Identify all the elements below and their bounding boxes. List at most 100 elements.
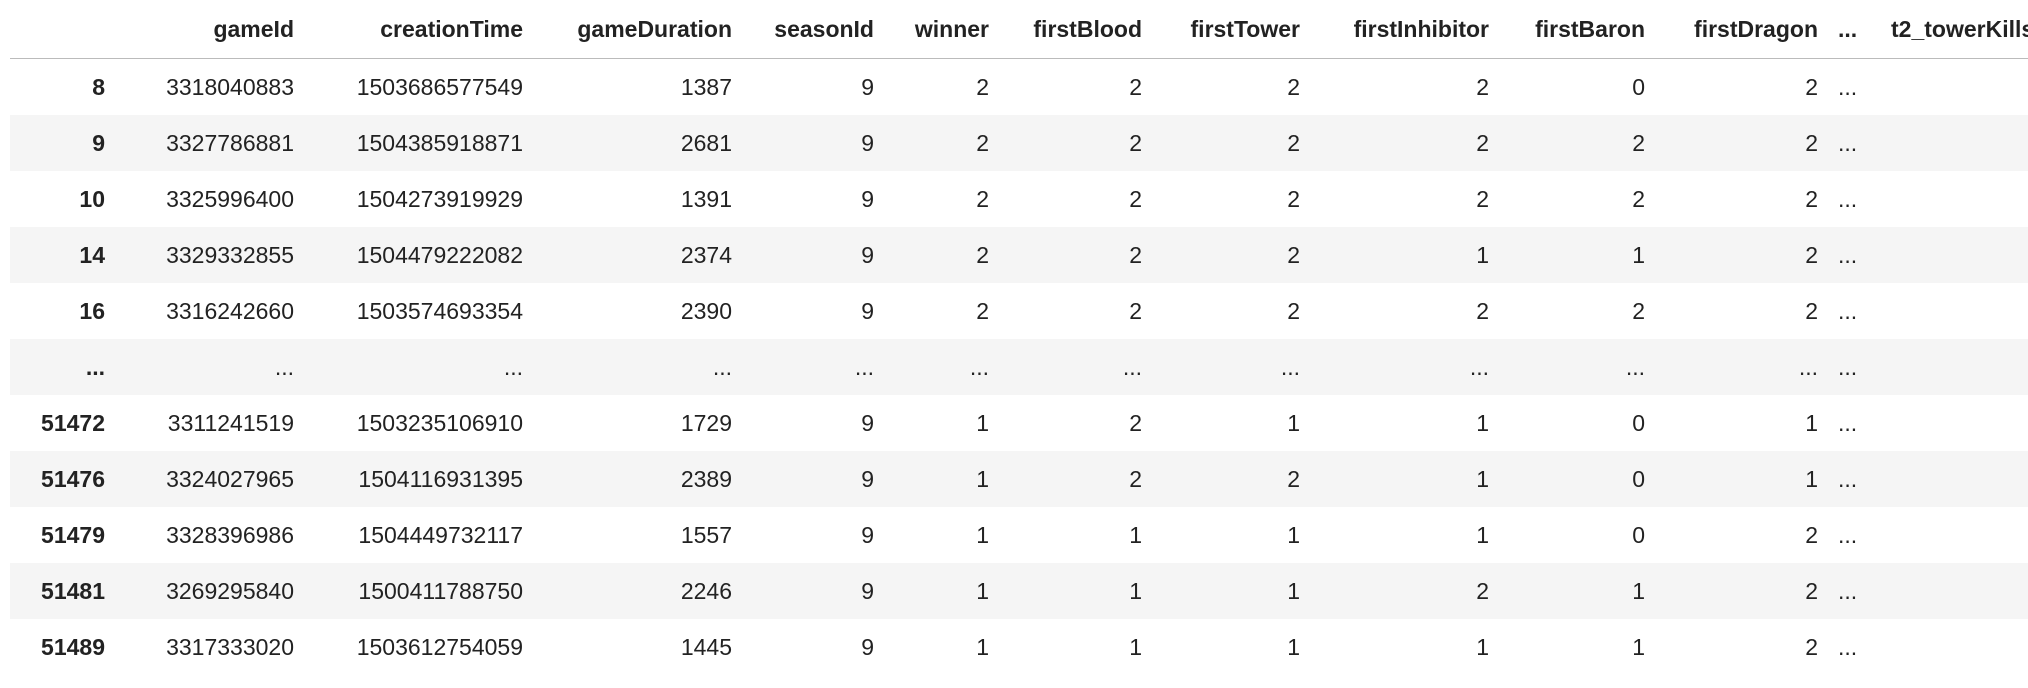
column-header: t2_towerKills bbox=[1885, 0, 2028, 59]
table-cell: 2 bbox=[1287, 73, 1300, 100]
row-index: 51479 bbox=[41, 521, 105, 548]
table-cell: 2 bbox=[1476, 73, 1489, 100]
table-row: 51479 3328396986 1504449732117 1557 9 1 1 1 1 0 2.… bbox=[10, 507, 2028, 563]
table-cell: ... bbox=[1838, 185, 1858, 212]
table-cell: 9 bbox=[861, 129, 874, 156]
table-cell: 2 bbox=[1129, 73, 1142, 100]
table-cell: ... bbox=[1838, 241, 1858, 268]
table-cell: 2 bbox=[1805, 297, 1818, 324]
table-cell-cut bbox=[1885, 563, 2028, 619]
table-cell: 1503686577549 bbox=[356, 73, 523, 100]
table-cell: 3328396986 bbox=[166, 521, 294, 548]
table-cell-cut bbox=[1885, 395, 2028, 451]
table-cell: 2 bbox=[1805, 241, 1818, 268]
table-row: 51476 3324027965 1504116931395 2389 9 1 2 2 1 0 1.… bbox=[10, 451, 2028, 507]
table-cell: 2 bbox=[1129, 297, 1142, 324]
table-cell: ... bbox=[1838, 633, 1858, 660]
table-cell: 1504449732117 bbox=[358, 521, 523, 548]
column-header: gameId bbox=[119, 0, 308, 59]
row-index: 51472 bbox=[41, 409, 105, 436]
table-cell: 2 bbox=[1129, 185, 1142, 212]
table-cell: ... bbox=[503, 353, 523, 380]
table-cell: ... bbox=[712, 353, 732, 380]
table-cell: 9 bbox=[861, 633, 874, 660]
table-cell: ... bbox=[1838, 521, 1858, 548]
table-cell-cut bbox=[1885, 507, 2028, 563]
table-body: 8 3318040883 1503686577549 1387 9 2 2 2 2 0 2... 9 3… bbox=[10, 59, 2028, 676]
column-header: gameDuration bbox=[537, 0, 746, 59]
dataframe-table: gameId creationTime gameDuration seasonId wi… bbox=[10, 0, 2028, 675]
table-cell: 1557 bbox=[680, 521, 732, 548]
table-cell: 9 bbox=[861, 577, 874, 604]
table-cell: 1445 bbox=[680, 633, 732, 660]
table-cell: 1504273919929 bbox=[356, 185, 523, 212]
table-cell: 2 bbox=[1632, 297, 1645, 324]
table-cell: 9 bbox=[861, 521, 874, 548]
table-cell: 2 bbox=[1287, 241, 1300, 268]
row-index: 10 bbox=[79, 185, 105, 212]
table-cell: 2 bbox=[1476, 185, 1489, 212]
table-cell: 2 bbox=[976, 73, 989, 100]
table-cell: 9 bbox=[861, 409, 874, 436]
column-header: firstInhibitor bbox=[1314, 0, 1503, 59]
table-cell-cut bbox=[1885, 171, 2028, 227]
table-cell: 3329332855 bbox=[166, 241, 294, 268]
row-index: 51489 bbox=[41, 633, 105, 660]
table-cell: 2 bbox=[1805, 73, 1818, 100]
table-cell: 1 bbox=[1129, 521, 1142, 548]
table-header: gameId creationTime gameDuration seasonId wi… bbox=[10, 0, 2028, 59]
column-header: winner bbox=[888, 0, 1003, 59]
table-cell: 2 bbox=[1476, 297, 1489, 324]
table-cell: ... bbox=[1838, 297, 1858, 324]
table-cell: 2 bbox=[1287, 129, 1300, 156]
table-cell: 1 bbox=[976, 633, 989, 660]
column-header: seasonId bbox=[746, 0, 888, 59]
table-cell: 1 bbox=[1476, 465, 1489, 492]
table-cell: 2681 bbox=[680, 129, 732, 156]
table-cell-cut bbox=[1885, 339, 2028, 395]
table-cell: 1503574693354 bbox=[356, 297, 523, 324]
table-cell: 2390 bbox=[680, 297, 732, 324]
table-cell: 2 bbox=[1632, 129, 1645, 156]
table-cell: 2246 bbox=[680, 577, 732, 604]
table-cell: 3327786881 bbox=[166, 129, 294, 156]
column-header: firstTower bbox=[1156, 0, 1314, 59]
table-cell-cut bbox=[1885, 451, 2028, 507]
table-cell: 1504385918871 bbox=[356, 129, 523, 156]
table-cell: 2 bbox=[1805, 521, 1818, 548]
table-row: 14 3329332855 1504479222082 2374 9 2 2 2 1 1 2... bbox=[10, 227, 2028, 283]
table-cell: 9 bbox=[861, 241, 874, 268]
header-row: gameId creationTime gameDuration seasonId wi… bbox=[10, 0, 2028, 59]
table-cell: 2389 bbox=[680, 465, 732, 492]
table-cell: 2 bbox=[1129, 409, 1142, 436]
table-cell: 1 bbox=[1476, 409, 1489, 436]
table-cell: 2 bbox=[1632, 185, 1645, 212]
table-cell: ... bbox=[274, 353, 294, 380]
table-cell: 2 bbox=[1805, 185, 1818, 212]
table-cell: 3269295840 bbox=[166, 577, 294, 604]
table-cell: 2 bbox=[1287, 465, 1300, 492]
row-index: 9 bbox=[92, 129, 105, 156]
table-cell: ... bbox=[1122, 353, 1142, 380]
table-cell-cut bbox=[1885, 227, 2028, 283]
table-cell: 1503612754059 bbox=[356, 633, 523, 660]
dataframe-output: gameId creationTime gameDuration seasonId wi… bbox=[10, 0, 2028, 675]
table-cell: 2 bbox=[976, 129, 989, 156]
table-cell: 2 bbox=[1805, 129, 1818, 156]
table-cell: ... bbox=[1838, 129, 1858, 156]
table-cell: 3317333020 bbox=[166, 633, 294, 660]
table-row: .................................... bbox=[10, 339, 2028, 395]
column-header: firstDragon bbox=[1659, 0, 1832, 59]
table-cell: 1 bbox=[1632, 633, 1645, 660]
table-row: 16 3316242660 1503574693354 2390 9 2 2 2 2 2 2... bbox=[10, 283, 2028, 339]
table-cell: 2 bbox=[1476, 577, 1489, 604]
table-cell: 2 bbox=[1129, 129, 1142, 156]
table-cell: 2 bbox=[1287, 185, 1300, 212]
table-cell: ... bbox=[1838, 409, 1858, 436]
table-cell-cut bbox=[1885, 283, 2028, 339]
table-cell: ... bbox=[1625, 353, 1645, 380]
table-cell: 9 bbox=[861, 297, 874, 324]
table-cell-cut bbox=[1885, 59, 2028, 116]
table-row: 8 3318040883 1503686577549 1387 9 2 2 2 2 0 2... bbox=[10, 59, 2028, 116]
table-cell: 3325996400 bbox=[166, 185, 294, 212]
